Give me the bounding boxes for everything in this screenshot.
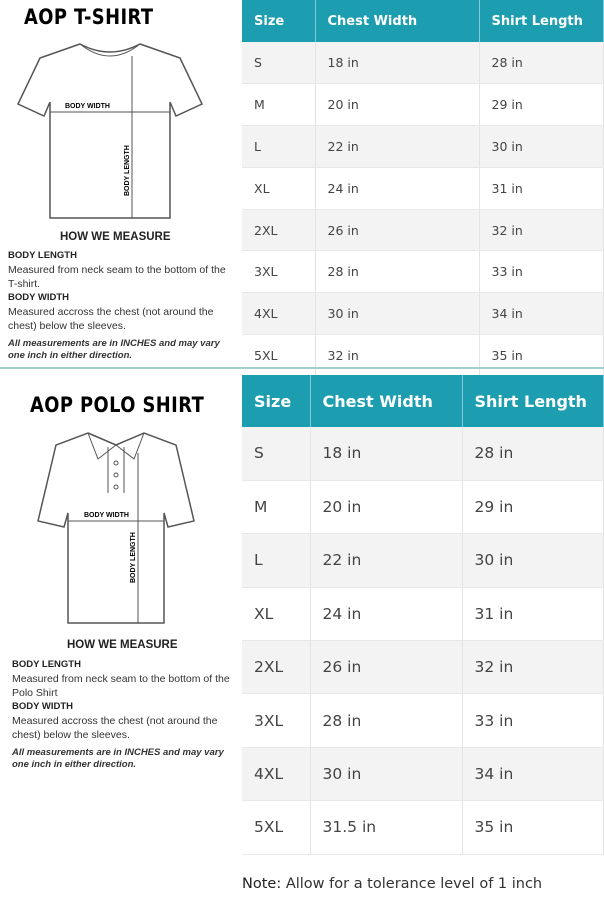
body-width-heading: BODY WIDTH: [12, 701, 74, 712]
length-cell: 31 in: [462, 587, 604, 642]
how-we-measure-heading: HOW WE MEASURE: [60, 231, 171, 243]
measurement-note: All measurements are in INCHES and may v…: [8, 338, 220, 361]
size-row: 2XL 26 in 32 in: [242, 640, 604, 695]
col-length: Shirt Length: [462, 375, 604, 427]
size-row: S 18 in 28 in: [242, 427, 604, 481]
size-cell: M: [242, 83, 316, 127]
chest-cell: 18 in: [310, 427, 463, 481]
length-cell: 31 in: [479, 167, 604, 210]
chest-cell: 24 in: [315, 167, 480, 210]
length-cell: 35 in: [479, 334, 604, 377]
length-cell: 28 in: [479, 42, 604, 85]
body-length-label: BODY LENGTH: [124, 145, 131, 196]
size-row: XL 24 in 31 in: [242, 587, 604, 642]
tshirt-measure-notes: BODY LENGTH Measured from neck seam to t…: [8, 249, 228, 362]
size-row: L 22 in 30 in: [242, 125, 604, 168]
body-width-label: BODY WIDTH: [84, 512, 129, 519]
size-cell: M: [242, 480, 311, 535]
length-cell: 29 in: [479, 83, 604, 127]
body-width-label: BODY WIDTH: [65, 103, 110, 110]
tshirt-title: AOP T-SHIRT: [24, 5, 154, 29]
length-cell: 32 in: [479, 209, 604, 252]
chest-cell: 28 in: [315, 250, 480, 294]
length-cell: 33 in: [479, 250, 604, 294]
size-cell: S: [242, 427, 311, 481]
body-width-text: Measured accross the chest (not around t…: [8, 306, 214, 332]
chest-cell: 22 in: [310, 533, 463, 588]
length-cell: 28 in: [462, 427, 604, 481]
size-cell: S: [242, 42, 316, 85]
size-row: 5XL 31.5 in 35 in: [242, 800, 604, 855]
body-length-heading: BODY LENGTH: [8, 250, 77, 261]
size-row: S 18 in 28 in: [242, 42, 604, 85]
polo-section: AOP POLO SHIRT BODY WIDTH BODY LENGTH HO…: [0, 369, 604, 901]
polo-title: AOP POLO SHIRT: [30, 393, 205, 417]
size-row: L 22 in 30 in: [242, 533, 604, 588]
polo-diagram: BODY WIDTH BODY LENGTH: [37, 432, 195, 624]
size-row: 3XL 28 in 33 in: [242, 693, 604, 748]
col-chest: Chest Width: [315, 0, 480, 42]
size-cell: 4XL: [242, 292, 316, 336]
chest-cell: 22 in: [315, 125, 480, 168]
chest-cell: 26 in: [315, 209, 480, 252]
size-row: M 20 in 29 in: [242, 480, 604, 535]
length-cell: 29 in: [462, 480, 604, 535]
size-row: 3XL 28 in 33 in: [242, 250, 604, 294]
how-we-measure-heading: HOW WE MEASURE: [67, 639, 178, 651]
body-length-text: Measured from neck seam to the bottom of…: [12, 673, 230, 699]
size-cell: L: [242, 533, 311, 588]
body-width-heading: BODY WIDTH: [8, 292, 70, 303]
tolerance-note: Note: Allow for a tolerance level of 1 i…: [242, 876, 542, 892]
size-row: 4XL 30 in 34 in: [242, 292, 604, 336]
length-cell: 35 in: [462, 800, 604, 855]
col-length: Shirt Length: [479, 0, 604, 42]
size-row: XL 24 in 31 in: [242, 167, 604, 210]
chest-cell: 30 in: [315, 292, 480, 336]
chest-cell: 20 in: [310, 480, 463, 535]
measurement-note: All measurements are in INCHES and may v…: [12, 747, 224, 770]
col-size: Size: [242, 0, 316, 42]
chest-cell: 28 in: [310, 693, 463, 748]
tshirt-section: AOP T-SHIRT BODY WIDTH BODY LENGTH HOW W…: [0, 0, 604, 377]
length-cell: 30 in: [462, 533, 604, 588]
size-cell: 5XL: [242, 800, 311, 855]
size-row: 2XL 26 in 32 in: [242, 209, 604, 252]
col-size: Size: [242, 375, 311, 427]
size-row: M 20 in 29 in: [242, 83, 604, 127]
length-cell: 30 in: [479, 125, 604, 168]
chest-cell: 24 in: [310, 587, 463, 642]
size-cell: 4XL: [242, 747, 311, 802]
size-cell: 2XL: [242, 209, 316, 252]
size-cell: 5XL: [242, 334, 316, 377]
chest-cell: 31.5 in: [310, 800, 463, 855]
size-cell: XL: [242, 587, 311, 642]
note-text: Allow for a tolerance level of 1 inch: [281, 876, 543, 892]
size-cell: 3XL: [242, 693, 311, 748]
polo-measure-notes: BODY LENGTH Measured from neck seam to t…: [12, 658, 237, 771]
col-chest: Chest Width: [310, 375, 463, 427]
size-cell: L: [242, 125, 316, 168]
body-length-heading: BODY LENGTH: [12, 659, 81, 670]
polo-size-table: Size Chest Width Shirt Length S 18 in 28 in M…: [242, 375, 604, 855]
chest-cell: 18 in: [315, 42, 480, 85]
length-cell: 34 in: [479, 292, 604, 336]
size-row: 4XL 30 in 34 in: [242, 747, 604, 802]
size-cell: 3XL: [242, 250, 316, 294]
chest-cell: 30 in: [310, 747, 463, 802]
length-cell: 32 in: [462, 640, 604, 695]
chest-cell: 20 in: [315, 83, 480, 127]
section-divider: [0, 367, 604, 369]
chest-cell: 26 in: [310, 640, 463, 695]
tshirt-diagram: BODY WIDTH BODY LENGTH: [16, 43, 204, 219]
size-cell: 2XL: [242, 640, 311, 695]
length-cell: 33 in: [462, 693, 604, 748]
length-cell: 34 in: [462, 747, 604, 802]
body-length-text: Measured from neck seam to the bottom of…: [8, 264, 226, 290]
body-length-label: BODY LENGTH: [130, 532, 137, 583]
body-width-text: Measured accross the chest (not around t…: [12, 715, 218, 741]
note-label: Note:: [242, 876, 282, 892]
size-cell: XL: [242, 167, 316, 210]
tshirt-size-table: Size Chest Width Shirt Length S 18 in 28 in M…: [242, 0, 604, 377]
